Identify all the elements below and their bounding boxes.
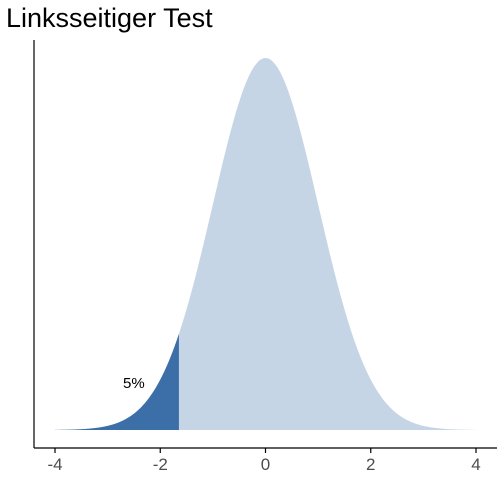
x-tick-label: -4 — [47, 455, 62, 474]
plot-area: -4 -2 0 2 4 — [34, 40, 497, 474]
annotation-label: 5% — [123, 375, 145, 392]
density-area — [55, 58, 476, 430]
x-tick-label: -2 — [153, 455, 168, 474]
x-tick-label: 4 — [471, 455, 480, 474]
x-tick-label: 0 — [261, 455, 270, 474]
chart-title: Linksseitiger Test — [6, 3, 213, 33]
x-tick-label: 2 — [366, 455, 375, 474]
rejection-region — [55, 334, 179, 430]
